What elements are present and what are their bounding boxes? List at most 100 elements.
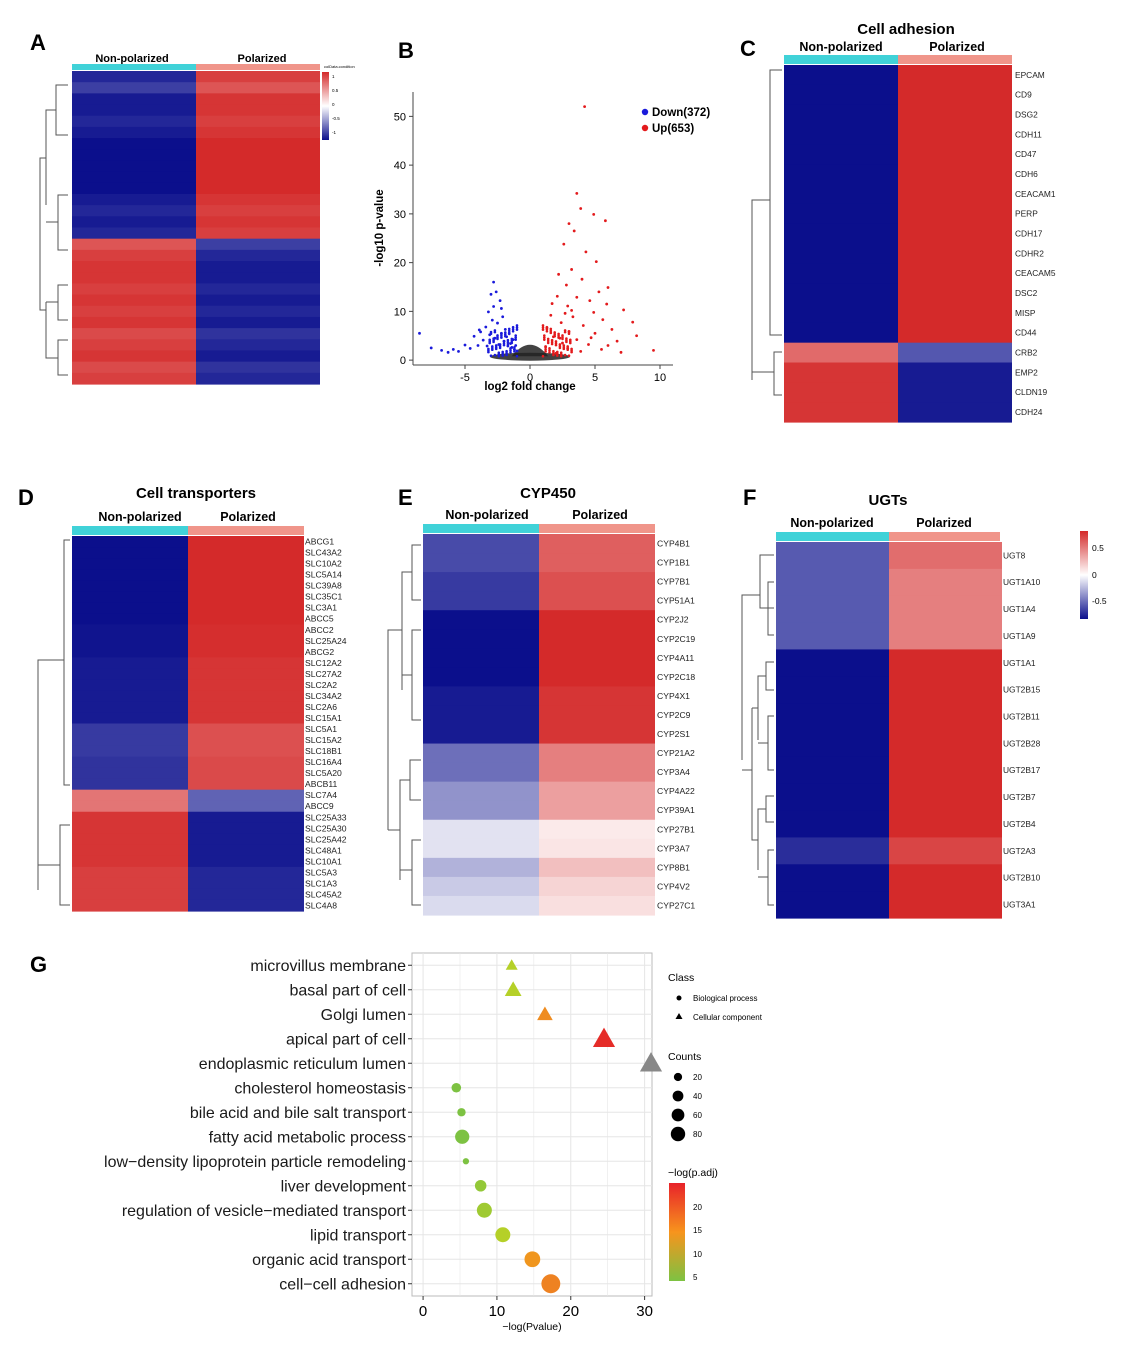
heatmap-a-cell-nonpolarized — [72, 193, 196, 206]
volcano-point — [489, 332, 493, 336]
heatmap-d-cell-nonpolarized — [72, 756, 188, 769]
panel-f-letter: F — [743, 485, 756, 510]
gene-label: SLC25A42 — [305, 834, 347, 844]
panel-a-legend-title: colData.condition — [324, 64, 355, 69]
heatmap-a-cell-polarized — [196, 216, 320, 229]
gene-label: SLC16A4 — [305, 757, 342, 767]
heatmap-d-cell-polarized — [188, 888, 304, 901]
volcano-x-axis-title: log2 fold change — [484, 381, 575, 393]
volcano-point — [511, 327, 515, 331]
heatmap-d-cell-polarized — [188, 536, 304, 548]
heatmap-a-cell-nonpolarized — [72, 182, 196, 195]
volcano-x-tick-label: 10 — [654, 372, 666, 384]
volcano-point — [545, 327, 549, 331]
volcano-point — [588, 299, 592, 303]
volcano-point — [501, 350, 505, 354]
heatmap-d-cell-polarized — [188, 591, 304, 603]
heatmap-a-cell-nonpolarized — [72, 227, 196, 240]
volcano-point — [498, 346, 502, 350]
heatmap-a-cell-polarized — [196, 249, 320, 262]
volcano-point — [510, 339, 514, 343]
volcano-point — [457, 349, 460, 353]
heatmap-d-cell-polarized — [188, 547, 304, 559]
legend-counts-title: Counts — [668, 1051, 701, 1063]
legend-color-ticks: 20 15 10 5 — [693, 1203, 702, 1282]
volcano-point — [506, 340, 510, 344]
volcano-y-tick-label: 40 — [394, 160, 406, 172]
heatmap-a-cell-polarized — [196, 339, 320, 352]
heatmap-f-cell-polarized — [889, 568, 1002, 597]
legend-counts: 20 40 60 80 — [670, 1072, 702, 1142]
heatmap-a-cell-nonpolarized — [72, 339, 196, 352]
heatmap-a-cell-polarized — [196, 305, 320, 318]
volcano-point — [579, 207, 583, 210]
volcano-point — [549, 329, 553, 333]
term-label: organic acid transport — [252, 1252, 406, 1269]
volcano-point — [502, 340, 506, 343]
dotplot-x-tick-label: 30 — [636, 1303, 653, 1320]
volcano-point — [500, 334, 503, 338]
volcano-point — [451, 348, 455, 351]
heatmap-c-cell-nonpolarized — [784, 322, 898, 344]
legend-color-tick-label: 20 — [693, 1203, 702, 1212]
volcano-point — [546, 341, 550, 345]
heatmap-d-cell-nonpolarized — [72, 888, 188, 901]
gene-label: PERP — [1015, 209, 1038, 219]
volcano-y-tick-label: 20 — [394, 258, 406, 270]
volcano-point — [543, 336, 546, 339]
volcano-point — [570, 309, 573, 312]
heatmap-a-cell-polarized — [196, 71, 320, 83]
gene-label: SLC5A1 — [305, 724, 337, 734]
volcano-point — [563, 330, 567, 334]
heatmap-e-cell-nonpolarized — [423, 762, 539, 783]
heatmap-c-cell-polarized — [898, 283, 1012, 304]
gene-label: SLC5A3 — [305, 867, 337, 877]
volcano-x-tick-label: 0 — [527, 372, 533, 384]
gene-label: EMP2 — [1015, 367, 1038, 377]
legend-a-tick-label: -1 — [332, 130, 336, 135]
volcano-point — [505, 351, 508, 355]
heatmap-a-cell-nonpolarized — [72, 171, 196, 184]
heatmap-d-cell-nonpolarized — [72, 635, 188, 647]
heatmap-f-cell-nonpolarized — [776, 649, 889, 677]
panel-e-letter: E — [398, 485, 413, 510]
volcano-point — [565, 340, 568, 344]
volcano-point — [541, 354, 545, 358]
volcano-point — [546, 337, 550, 341]
volcano-point — [559, 354, 563, 358]
heatmap-d-cell-nonpolarized — [72, 690, 188, 703]
volcano-point — [515, 326, 519, 329]
panel-a-letter: A — [30, 30, 46, 55]
heatmap-a-cell-nonpolarized — [72, 361, 196, 374]
volcano-point — [511, 325, 515, 329]
heatmap-a-cell-nonpolarized — [72, 216, 196, 229]
volcano-point — [505, 349, 508, 353]
gene-label: CYP2C18 — [657, 672, 695, 682]
heatmap-a-cell-nonpolarized — [72, 294, 196, 307]
volcano-point — [509, 349, 512, 352]
volcano-x-tick-label: -5 — [460, 372, 470, 384]
term-label: microvillus membrane — [250, 958, 406, 975]
heatmap-c-cell-nonpolarized — [784, 263, 898, 284]
panel-c-condition-bar-right — [898, 55, 1012, 64]
gene-label: CYP1B1 — [657, 558, 690, 568]
panel-f-colorbar — [1080, 531, 1088, 619]
volcano-point — [572, 229, 576, 233]
dotplot-circle-marker — [457, 1108, 466, 1117]
legend-a-tick-label: 0.5 — [332, 88, 339, 93]
gene-label: UGT2B15 — [1003, 685, 1041, 695]
gene-label: CDH6 — [1015, 169, 1038, 179]
heatmap-c-cell-polarized — [898, 303, 1012, 324]
gene-label: UGT2B28 — [1003, 738, 1041, 748]
heatmap-d-cell-nonpolarized — [72, 536, 188, 548]
gene-label: UGT2B4 — [1003, 819, 1036, 829]
heatmap-e-cell-polarized — [539, 553, 655, 573]
legend-counts-label: 40 — [693, 1092, 702, 1101]
volcano-point — [546, 339, 550, 343]
gene-label: SLC45A2 — [305, 889, 342, 899]
panel-a-header-left: Non-polarized — [95, 53, 168, 65]
heatmap-c-cell-nonpolarized — [784, 342, 898, 364]
volcano-point — [515, 349, 519, 353]
volcano-point — [543, 338, 546, 341]
heatmap-d-cell-nonpolarized — [72, 822, 188, 835]
